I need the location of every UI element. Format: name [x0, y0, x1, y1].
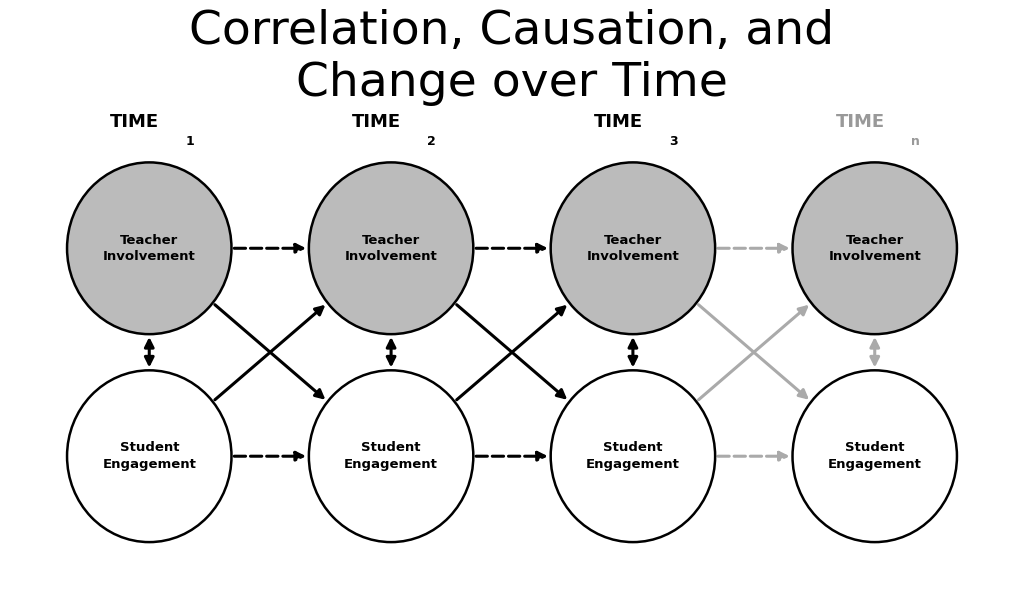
- Text: Correlation, Causation, and
Change over Time: Correlation, Causation, and Change over …: [189, 9, 835, 105]
- FancyArrowPatch shape: [718, 452, 786, 460]
- FancyArrowPatch shape: [476, 452, 545, 460]
- Text: Student
Engagement: Student Engagement: [344, 442, 438, 471]
- FancyArrowPatch shape: [698, 307, 807, 400]
- Text: Teacher
Involvement: Teacher Involvement: [828, 234, 922, 263]
- Ellipse shape: [67, 162, 231, 334]
- Text: TIME: TIME: [111, 113, 160, 131]
- Ellipse shape: [793, 370, 957, 542]
- Text: Teacher
Involvement: Teacher Involvement: [587, 234, 679, 263]
- Text: TIME: TIME: [594, 113, 643, 131]
- Ellipse shape: [551, 370, 715, 542]
- Text: 3: 3: [670, 135, 678, 148]
- FancyArrowPatch shape: [234, 452, 303, 460]
- FancyArrowPatch shape: [215, 305, 323, 398]
- Ellipse shape: [309, 162, 473, 334]
- Ellipse shape: [551, 162, 715, 334]
- Ellipse shape: [67, 370, 231, 542]
- FancyArrowPatch shape: [718, 244, 786, 252]
- FancyArrowPatch shape: [698, 305, 807, 398]
- FancyArrowPatch shape: [476, 244, 545, 252]
- FancyArrowPatch shape: [145, 340, 154, 364]
- FancyArrowPatch shape: [387, 340, 395, 364]
- FancyArrowPatch shape: [215, 307, 323, 400]
- Text: TIME: TIME: [836, 113, 885, 131]
- Text: Student
Engagement: Student Engagement: [586, 442, 680, 471]
- Text: 2: 2: [427, 135, 436, 148]
- Text: n: n: [911, 135, 920, 148]
- Text: 1: 1: [185, 135, 195, 148]
- Text: Teacher
Involvement: Teacher Involvement: [102, 234, 196, 263]
- FancyArrowPatch shape: [457, 307, 564, 400]
- Text: Student
Engagement: Student Engagement: [827, 442, 922, 471]
- Text: Student
Engagement: Student Engagement: [102, 442, 197, 471]
- FancyArrowPatch shape: [457, 305, 564, 398]
- Ellipse shape: [309, 370, 473, 542]
- Ellipse shape: [793, 162, 957, 334]
- Text: TIME: TIME: [352, 113, 401, 131]
- Text: Teacher
Involvement: Teacher Involvement: [345, 234, 437, 263]
- FancyArrowPatch shape: [870, 340, 879, 364]
- FancyArrowPatch shape: [629, 340, 637, 364]
- FancyArrowPatch shape: [234, 244, 303, 252]
